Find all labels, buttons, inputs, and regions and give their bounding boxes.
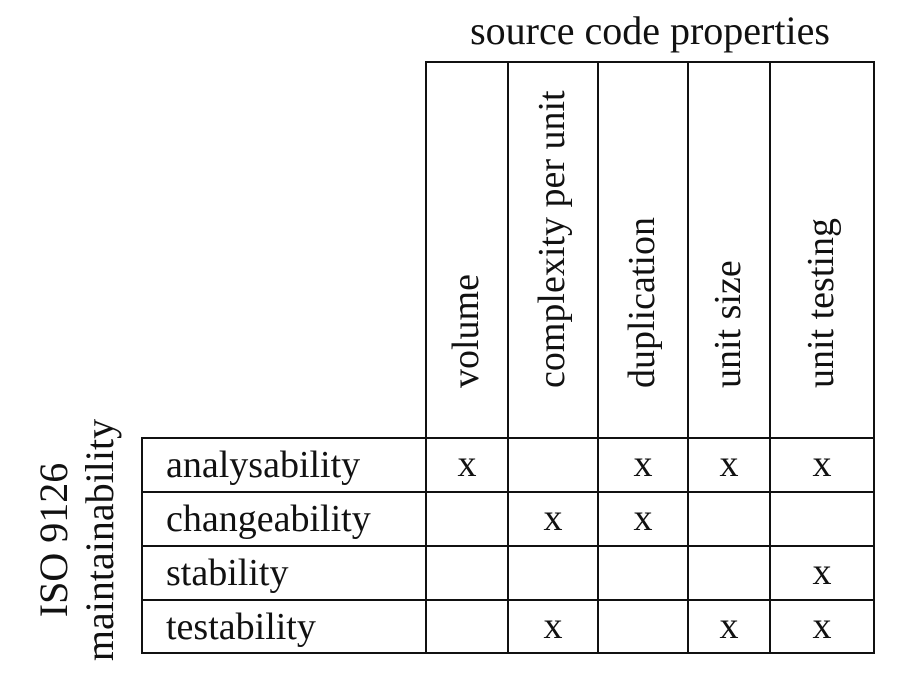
row-group-title: ISO 9126 maintainability bbox=[22, 400, 132, 680]
grid-line bbox=[507, 61, 509, 653]
mapping-cell: x bbox=[719, 605, 739, 647]
row-label-stability: stability bbox=[166, 552, 289, 594]
grid-line bbox=[687, 61, 689, 653]
mapping-cell bbox=[509, 547, 597, 601]
grid-line bbox=[141, 491, 875, 493]
mapping-cell: x bbox=[543, 605, 563, 647]
row-label-analysability: analysability bbox=[166, 444, 361, 486]
grid-line bbox=[597, 61, 599, 653]
row-group-title-line-1: ISO 9126 bbox=[31, 462, 76, 618]
mapping-cell bbox=[599, 601, 687, 655]
column-header-label: complexity per unit bbox=[531, 90, 573, 388]
mapping-cell bbox=[427, 493, 507, 547]
row-group-title-text: ISO 9126 maintainability bbox=[31, 400, 123, 680]
mapping-cell: x bbox=[719, 443, 739, 485]
mapping-cell bbox=[509, 439, 597, 493]
column-header-duplication: duplication bbox=[599, 62, 687, 438]
grid-line bbox=[141, 437, 875, 439]
mapping-cell: x bbox=[633, 443, 653, 485]
row-group-title-line-2: maintainability bbox=[77, 418, 122, 662]
grid-line bbox=[141, 599, 875, 601]
column-header-label: duplication bbox=[621, 217, 663, 388]
column-group-title: source code properties bbox=[470, 8, 830, 53]
column-header-unit-size: unit size bbox=[689, 62, 769, 438]
grid-line bbox=[425, 61, 875, 63]
mapping-cell: x bbox=[543, 497, 563, 539]
row-label-changeability: changeability bbox=[166, 498, 371, 540]
column-header-label: unit testing bbox=[800, 218, 842, 388]
mapping-cell: x bbox=[812, 605, 832, 647]
mapping-cell: x bbox=[812, 443, 832, 485]
column-header-label: volume bbox=[445, 274, 487, 388]
grid-line bbox=[141, 545, 875, 547]
grid-line bbox=[873, 61, 875, 653]
mapping-cell bbox=[599, 547, 687, 601]
mapping-cell bbox=[427, 547, 507, 601]
mapping-cell: x bbox=[812, 551, 832, 593]
mapping-cell bbox=[427, 601, 507, 655]
grid-line bbox=[141, 652, 875, 654]
column-header-complexity-per-unit: complexity per unit bbox=[509, 62, 597, 438]
row-label-testability: testability bbox=[166, 606, 316, 648]
column-header-unit-testing: unit testing bbox=[771, 62, 873, 438]
mapping-cell: x bbox=[633, 497, 653, 539]
mapping-cell bbox=[689, 547, 769, 601]
mapping-cell bbox=[689, 493, 769, 547]
mapping-cell bbox=[771, 493, 873, 547]
mapping-cell: x bbox=[457, 443, 477, 485]
grid-line bbox=[425, 61, 427, 653]
grid-line bbox=[769, 61, 771, 653]
column-header-label: unit size bbox=[707, 260, 749, 388]
column-header-volume: volume bbox=[427, 62, 507, 438]
